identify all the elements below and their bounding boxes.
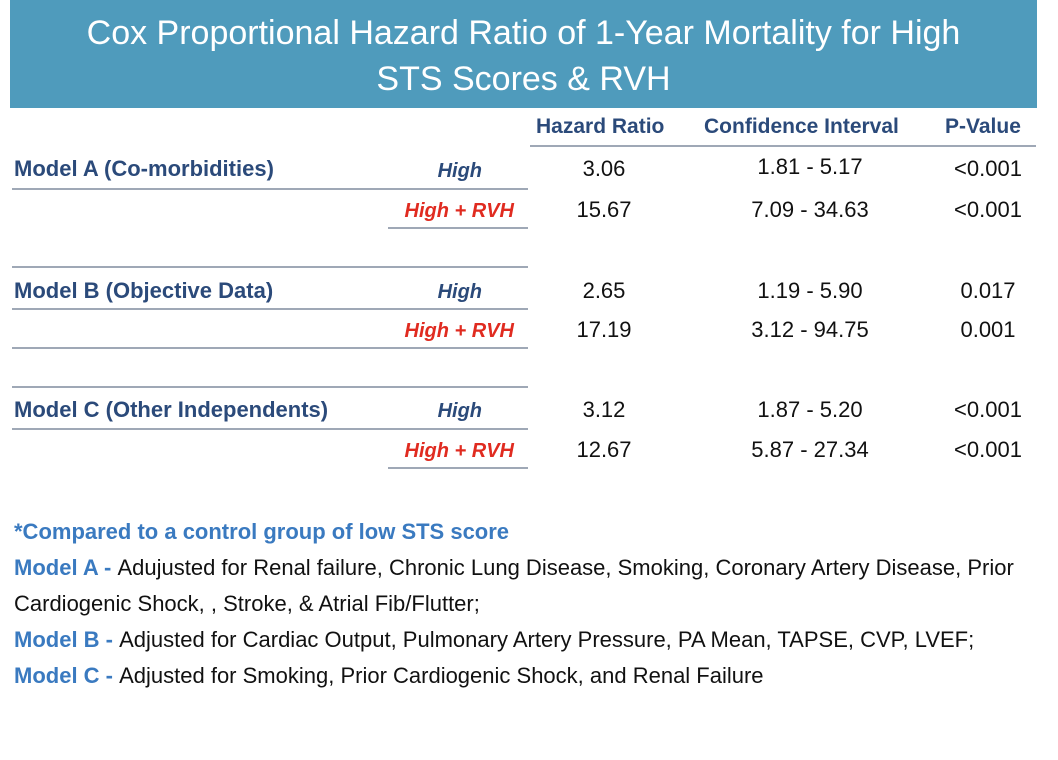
- model-c-rvh-p: <0.001: [954, 437, 1022, 462]
- model-c-high-hr: 3.12: [582, 397, 626, 422]
- model-b-level-high: High: [437, 281, 482, 303]
- model-c-note-label: Model C -: [14, 663, 120, 688]
- model-c-high-p: <0.001: [954, 397, 1022, 422]
- model-a-level-high: High: [437, 160, 482, 182]
- row-divider: [388, 467, 528, 469]
- model-c-note-text: Adjusted for Smoking, Prior Cardiogenic …: [119, 663, 764, 688]
- model-c-level-rvh: High + RVH: [404, 440, 514, 462]
- title: Cox Proportional Hazard Ratio of 1-Year …: [10, 10, 1037, 102]
- model-a-note-label: Model A -: [14, 555, 118, 580]
- row-divider: [388, 227, 528, 229]
- model-a-rvh-ci: 7.09 - 34.63: [751, 197, 869, 222]
- header-hazard-ratio: Hazard Ratio: [536, 115, 665, 138]
- model-a-name: Model A (Co-morbidities): [14, 156, 274, 181]
- comparison-note: *Compared to a control group of low STS …: [14, 519, 510, 544]
- row-divider: [12, 266, 528, 268]
- model-c-level-high: High: [437, 400, 482, 422]
- title-line-1: Cox Proportional Hazard Ratio of 1-Year …: [86, 14, 961, 52]
- model-b-high-hr: 2.65: [582, 278, 626, 303]
- model-b-name: Model B (Objective Data): [14, 278, 274, 303]
- row-divider: [12, 347, 528, 349]
- model-b-high-ci: 1.19 - 5.90: [757, 278, 863, 303]
- model-a-high-hr: 3.06: [582, 156, 626, 181]
- model-b-level-rvh: High + RVH: [404, 320, 514, 342]
- row-divider: [12, 308, 528, 310]
- row-divider: [12, 428, 528, 430]
- model-b-rvh-ci: 3.12 - 94.75: [751, 317, 869, 342]
- model-a-high-ci: 1.81 - 5.17: [757, 154, 863, 179]
- header-confidence-interval: Confidence Interval: [704, 115, 899, 138]
- row-divider: [12, 386, 528, 388]
- title-banner: Cox Proportional Hazard Ratio of 1-Year …: [10, 0, 1037, 108]
- model-c-high-ci: 1.87 - 5.20: [757, 397, 863, 422]
- model-a-level-rvh: High + RVH: [404, 200, 514, 222]
- model-c-rvh-ci: 5.87 - 27.34: [751, 437, 869, 462]
- model-a-high-p: <0.001: [954, 156, 1022, 181]
- model-a-rvh-p: <0.001: [954, 197, 1022, 222]
- row-divider: [12, 188, 528, 190]
- model-a-note-text: Adujusted for Renal failure, Chronic Lun…: [14, 555, 1014, 616]
- model-a-note: Model A - Adujusted for Renal failure, C…: [14, 550, 1034, 622]
- model-b-note-text: Adjusted for Cardiac Output, Pulmonary A…: [119, 627, 975, 652]
- model-c-name: Model C (Other Independents): [14, 397, 329, 422]
- model-c-rvh-hr: 12.67: [576, 437, 632, 462]
- model-b-note: Model B - Adjusted for Cardiac Output, P…: [14, 622, 1034, 658]
- title-line-2: STS Scores & RVH: [376, 60, 671, 98]
- model-b-high-p: 0.017: [960, 278, 1016, 303]
- footnotes: *Compared to a control group of low STS …: [14, 514, 1034, 694]
- row-divider: [530, 145, 1036, 147]
- model-b-rvh-hr: 17.19: [576, 317, 632, 342]
- header-p-value: P-Value: [945, 115, 1021, 138]
- model-a-rvh-hr: 15.67: [576, 197, 632, 222]
- model-b-rvh-p: 0.001: [960, 317, 1016, 342]
- model-c-note: Model C - Adjusted for Smoking, Prior Ca…: [14, 658, 1034, 694]
- model-b-note-label: Model B -: [14, 627, 120, 652]
